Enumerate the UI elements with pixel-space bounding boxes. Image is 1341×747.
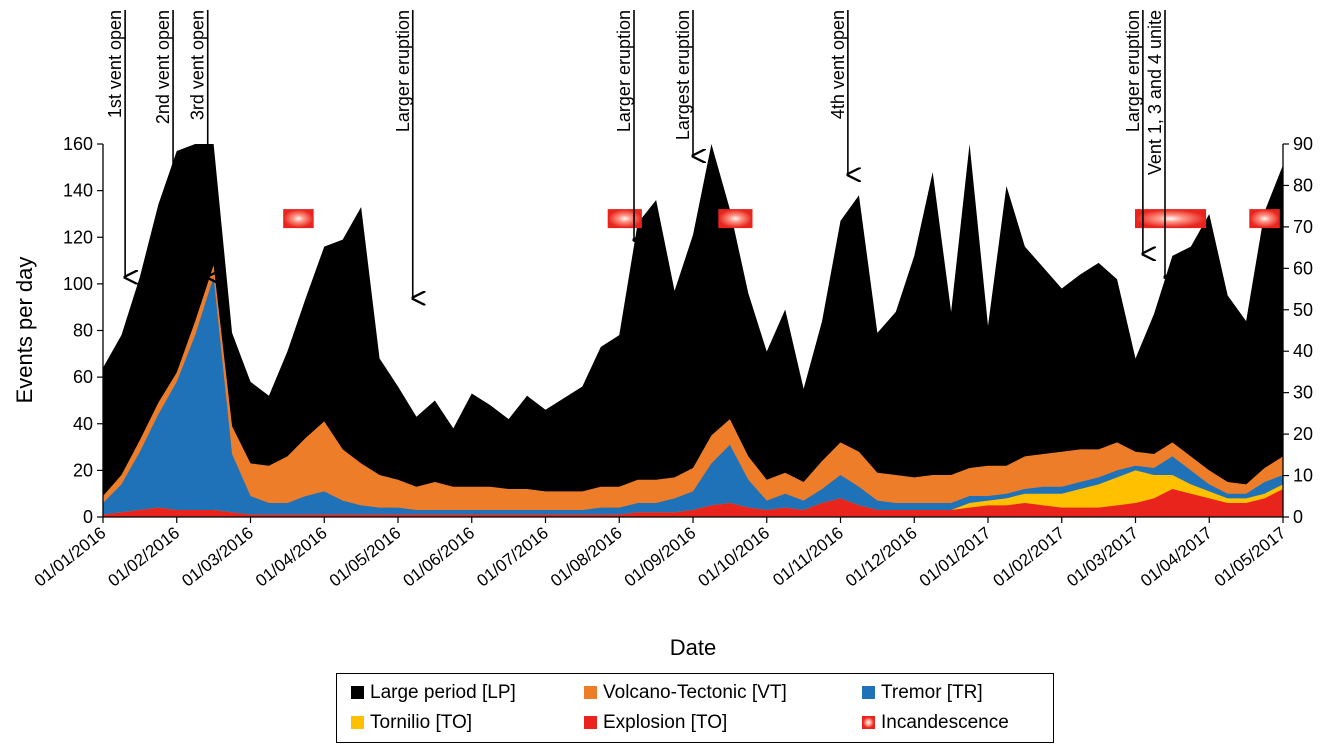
x-tick-label: 01/09/2016 <box>621 523 700 590</box>
y-right-tick-label: 0 <box>1293 507 1303 527</box>
x-tick-label: 01/07/2016 <box>473 523 552 590</box>
annotation-label: Larger eruption <box>1123 10 1143 132</box>
incandescence-period <box>1249 209 1280 229</box>
y-right-tick-label: 70 <box>1293 217 1313 237</box>
y-right-tick-label: 20 <box>1293 424 1313 444</box>
x-axis-title: Date <box>670 635 716 660</box>
y-left-tick-label: 160 <box>63 134 93 154</box>
incandescence-icon <box>862 716 875 729</box>
x-tick-label: 01/10/2016 <box>694 523 773 590</box>
legend-label-to: Tornilio [TO] <box>370 712 473 733</box>
y-right-tick-label: 40 <box>1293 341 1313 361</box>
incandescence-period <box>607 209 642 229</box>
annotation-label: Larger eruption <box>393 10 413 132</box>
legend-item-lp: Large period [LP] <box>351 682 516 704</box>
y-left-tick-label: 40 <box>73 414 93 434</box>
x-tick-label: 01/08/2016 <box>547 523 626 590</box>
annotation-label: Larger eruption <box>614 10 634 132</box>
x-tick-label: 01/06/2016 <box>399 523 478 590</box>
x-tick-label: 01/02/2017 <box>989 523 1068 590</box>
series-area-large-period-lp <box>103 144 1283 517</box>
x-tick-label: 01/01/2017 <box>916 523 995 590</box>
annotations: 1st vent open 2nd vent open 3rd vent open L… <box>105 10 1165 298</box>
y-left-tick-label: 0 <box>83 507 93 527</box>
legend-item-incandescence: Incandescence <box>862 712 1009 734</box>
y-right-tick-label: 80 <box>1293 175 1313 195</box>
x-tick-label: 01/11/2016 <box>769 523 847 590</box>
annotation-label: Largest eruption <box>673 10 693 140</box>
legend-swatch-to <box>351 716 364 729</box>
legend-swatch-tr <box>862 686 875 699</box>
x-tick-label: 01/04/2017 <box>1137 523 1216 590</box>
x-tick-label: 01/03/2017 <box>1063 523 1142 590</box>
incandescence-period <box>283 209 314 229</box>
y-right-tick-label: 50 <box>1293 300 1313 320</box>
x-tick-label: 01/05/2016 <box>326 523 405 590</box>
legend-label-lp: Large period [LP] <box>370 682 516 703</box>
y-right-tick-label: 60 <box>1293 258 1313 278</box>
y-right-tick-label: 10 <box>1293 466 1313 486</box>
y-left-tick-label: 100 <box>63 274 93 294</box>
legend-label-incandescence: Incandescence <box>881 712 1009 733</box>
legend-label-vt: Volcano-Tectonic [VT] <box>603 682 787 703</box>
x-tick-label: 01/04/2016 <box>252 523 331 590</box>
legend-swatch-lp <box>351 686 364 699</box>
annotation-label: Vent 1, 3 and 4 unite <box>1145 10 1165 175</box>
annotation-label: 2nd vent open <box>153 10 173 124</box>
annotation-label: 3rd vent open <box>188 10 208 120</box>
legend-swatch-explosion <box>584 716 597 729</box>
legend-item-to: Tornilio [TO] <box>351 712 472 734</box>
x-tick-label: 01/12/2016 <box>842 523 921 590</box>
legend-swatch-vt <box>584 686 597 699</box>
plot-area <box>103 144 1283 517</box>
annotation-label: 4th vent open <box>828 10 848 119</box>
y-left-tick-label: 120 <box>63 227 93 247</box>
incandescence-period <box>718 209 753 229</box>
y-right-tick-label: 90 <box>1293 134 1313 154</box>
y-right-tick-label: 30 <box>1293 383 1313 403</box>
y-axis-title: Events per day <box>12 257 37 404</box>
annotation-label: 1st vent open <box>105 10 125 118</box>
legend-label-tr: Tremor [TR] <box>881 682 983 703</box>
x-tick-label: 01/01/2016 <box>31 523 110 590</box>
legend-item-vt: Volcano-Tectonic [VT] <box>584 682 787 704</box>
legend-label-explosion: Explosion [TO] <box>603 712 728 733</box>
stacked-area-chart: 0 20 40 60 80 100 120 140 160 0 10 20 30 40 50 60 70 80 90… <box>12 10 1313 660</box>
x-tick-label: 01/05/2017 <box>1211 523 1290 590</box>
legend-item-tr: Tremor [TR] <box>862 682 983 704</box>
incandescence-period <box>1135 209 1207 229</box>
y-left-tick-label: 20 <box>73 460 93 480</box>
y-left-tick-label: 140 <box>63 181 93 201</box>
x-tick-label: 01/02/2016 <box>104 523 183 590</box>
series-area-explosion-to <box>103 489 1283 517</box>
legend: Large period [LP] Volcano-Tectonic [VT] … <box>336 673 1054 743</box>
x-tick-label: 01/03/2016 <box>178 523 257 590</box>
y-left-tick-label: 60 <box>73 367 93 387</box>
y-left-tick-label: 80 <box>73 321 93 341</box>
legend-item-explosion: Explosion [TO] <box>584 712 727 734</box>
